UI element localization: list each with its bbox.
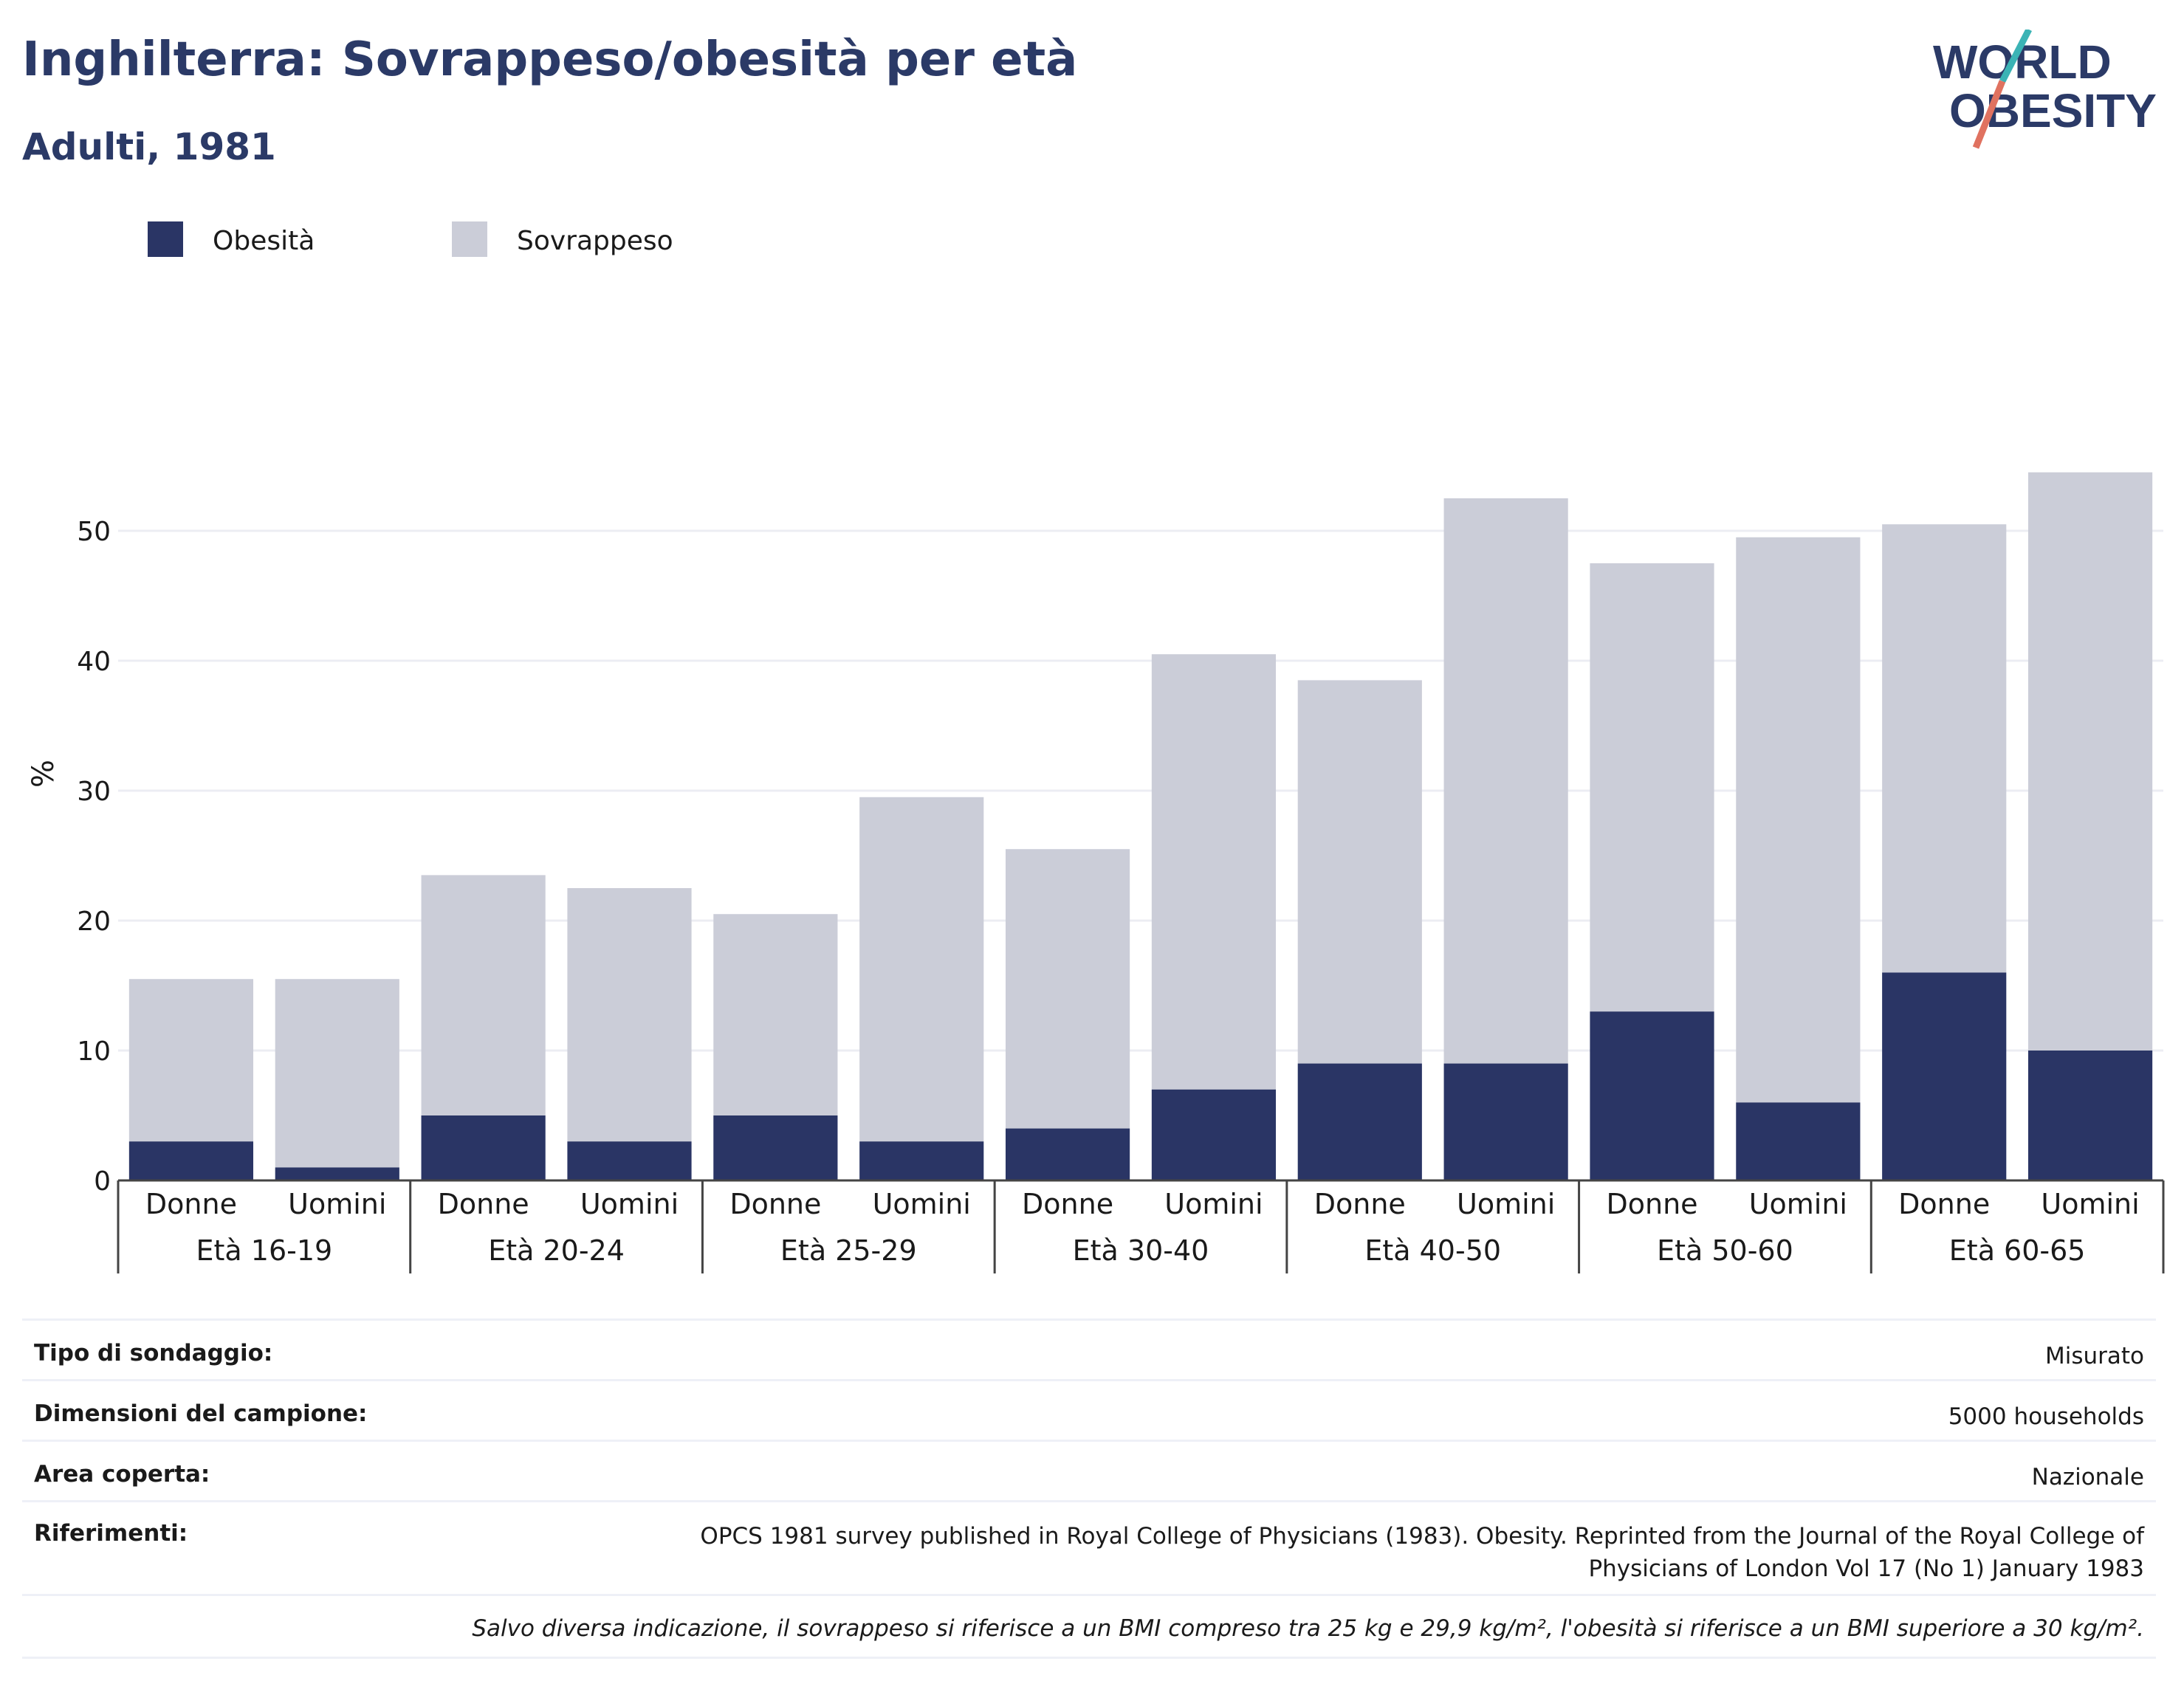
bar-obesity [713, 1115, 838, 1180]
chart-title: Inghilterra: Sovrappeso/obesità per età [22, 32, 1078, 87]
bar-overweight [1297, 680, 1422, 1064]
world-obesity-logo: WORLD OBESITY [1933, 30, 2157, 149]
bar-overweight [1443, 498, 1568, 1064]
legend-swatch-overweight [452, 221, 487, 257]
survey-info-table: Tipo di sondaggio: Misurato Dimensioni d… [22, 1318, 2156, 1660]
bar-overweight [859, 797, 984, 1142]
bar-obesity [128, 1141, 254, 1180]
x-category-label: Uomini [580, 1188, 679, 1220]
references-label: Riferimenti: [22, 1500, 551, 1595]
legend-swatch-obesity [148, 221, 183, 257]
x-category-label: Uomini [873, 1188, 971, 1220]
bar-obesity [1590, 1011, 1714, 1180]
y-axis-label: % [27, 760, 61, 788]
y-tick-label: 30 [77, 777, 111, 807]
sample-size-row: Dimensioni del campione: 5000 households [22, 1379, 2156, 1441]
survey-type-row: Tipo di sondaggio: Misurato [22, 1318, 2156, 1381]
chart-subtitle: Adulti, 1981 [22, 126, 276, 168]
x-group-label: Età 50-60 [1657, 1234, 1793, 1267]
area-row: Area coperta: Nazionale [22, 1440, 2156, 1502]
area-label: Area coperta: [22, 1440, 551, 1502]
bar-obesity [2027, 1051, 2153, 1180]
legend-label-overweight: Sovrappeso [517, 226, 673, 256]
bar-overweight [1736, 537, 1861, 1103]
x-category-label: Donne [145, 1188, 237, 1220]
x-category-label: Donne [729, 1188, 821, 1220]
x-category-label: Uomini [1164, 1188, 1263, 1220]
x-axis-labels: Donne Uomini Donne Uomini Donne Uomini Donne Uo… [117, 1180, 2165, 1273]
bar-obesity [275, 1167, 399, 1180]
bar-overweight [1005, 849, 1130, 1129]
x-category-label: Donne [1606, 1188, 1697, 1220]
y-tick-label: 10 [77, 1036, 111, 1067]
bar-overweight [713, 914, 838, 1115]
bar-overweight [1590, 563, 1714, 1012]
x-group-label: Età 40-50 [1364, 1234, 1501, 1267]
sample-size-value: 5000 households [551, 1379, 2156, 1441]
x-group-label: Età 25-29 [780, 1234, 917, 1267]
bar-obesity [1005, 1128, 1130, 1180]
x-category-label: Donne [1898, 1188, 1990, 1220]
references-line-1: OPCS 1981 survey published in Royal Coll… [700, 1523, 2144, 1550]
y-tick-label: 40 [77, 647, 111, 677]
x-category-label: Uomini [288, 1188, 386, 1220]
references-line-2: Physicians of London Vol 17 (No 1) Janua… [1588, 1555, 2144, 1582]
bar-chart: Obesità Sovrappeso 0 10 20 30 40 50 % Donne Uo… [27, 221, 2165, 1273]
bar-obesity [859, 1141, 984, 1180]
x-category-label: Donne [1314, 1188, 1406, 1220]
bar-obesity [1736, 1102, 1861, 1180]
bar-obesity [567, 1141, 692, 1180]
y-axis-ticks: 0 10 20 30 40 50 [77, 517, 111, 1197]
x-group-label: Età 60-65 [1949, 1234, 2086, 1267]
bar-obesity [1443, 1063, 1568, 1180]
bar-obesity [1882, 972, 2007, 1180]
y-tick-label: 0 [94, 1166, 111, 1197]
x-category-label: Uomini [1749, 1188, 1847, 1220]
bar-overweight [1882, 524, 2007, 973]
bar-obesity [421, 1115, 546, 1180]
bar-overweight [275, 979, 399, 1168]
bar-overweight [1151, 654, 1277, 1090]
bar-obesity [1297, 1063, 1422, 1180]
survey-type-value: Misurato [551, 1318, 2156, 1381]
legend: Obesità Sovrappeso [148, 221, 673, 257]
bmi-note: Salvo diversa indicazione, il sovrappeso… [22, 1594, 2156, 1658]
note-row: Salvo diversa indicazione, il sovrappeso… [22, 1594, 2156, 1658]
references-row: Riferimenti: OPCS 1981 survey published … [22, 1500, 2156, 1595]
x-group-label: Età 16-19 [196, 1234, 333, 1267]
bar-obesity [1151, 1089, 1277, 1180]
bar-overweight [2027, 472, 2153, 1051]
survey-type-label: Tipo di sondaggio: [22, 1318, 551, 1381]
area-value: Nazionale [551, 1440, 2156, 1502]
x-group-label: Età 30-40 [1073, 1234, 1209, 1267]
legend-label-obesity: Obesità [213, 226, 315, 256]
x-category-label: Donne [438, 1188, 529, 1220]
x-category-label: Uomini [2041, 1188, 2139, 1220]
references-value: OPCS 1981 survey published in Royal Coll… [551, 1500, 2156, 1595]
bars [128, 472, 2153, 1180]
bar-overweight [567, 888, 692, 1142]
x-group-label: Età 20-24 [488, 1234, 625, 1267]
bar-overweight [128, 979, 254, 1142]
bar-overweight [421, 875, 546, 1115]
sample-size-label: Dimensioni del campione: [22, 1379, 551, 1441]
x-category-label: Donne [1022, 1188, 1113, 1220]
y-tick-label: 50 [77, 517, 111, 547]
y-tick-label: 20 [77, 907, 111, 937]
x-category-label: Uomini [1457, 1188, 1555, 1220]
